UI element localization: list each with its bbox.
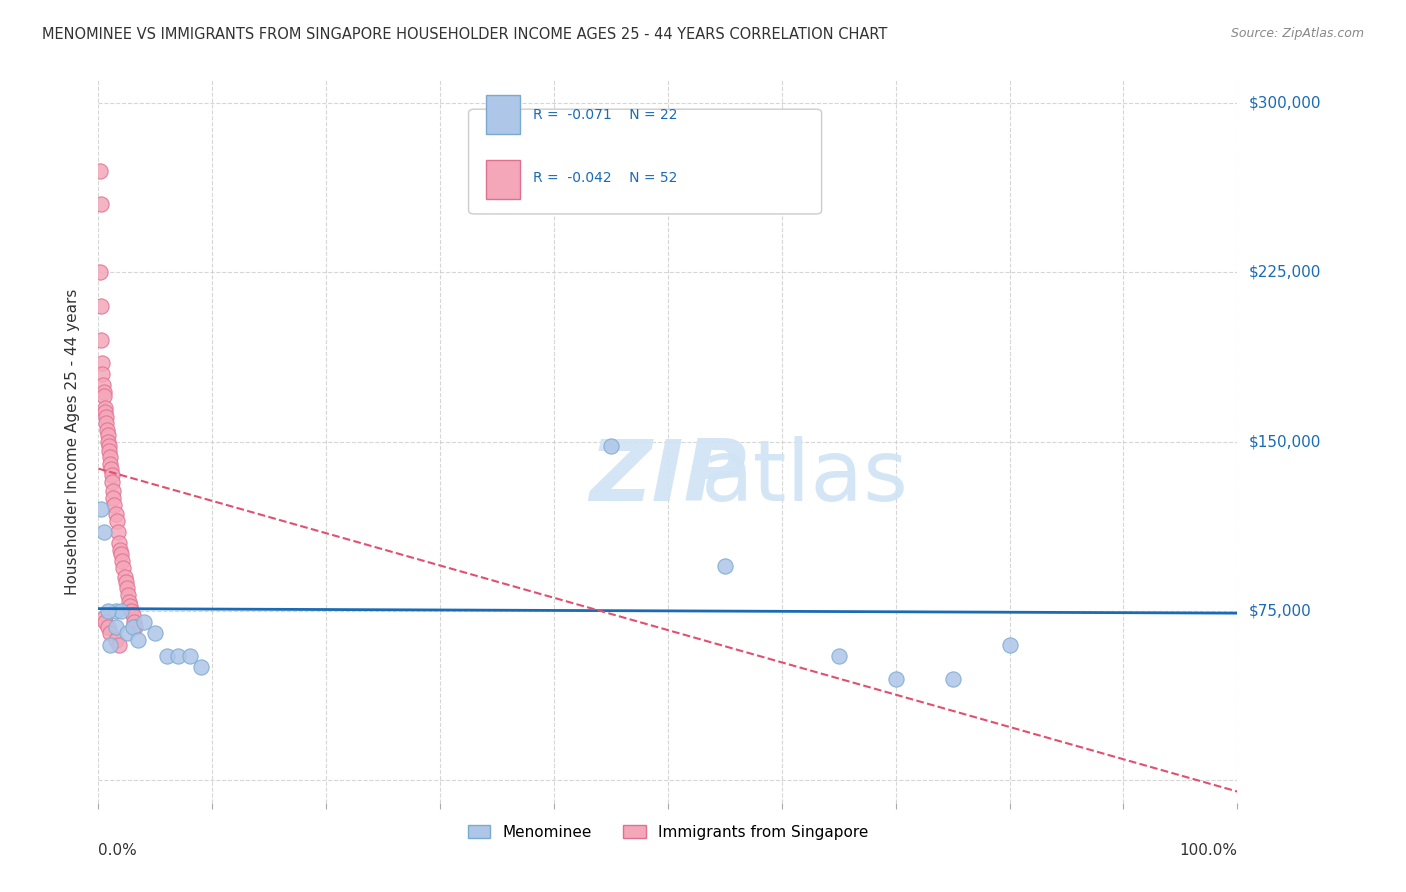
- Point: [94, 615, 117, 630]
- Point: [97, 434, 120, 449]
- Point: [94, 409, 117, 424]
- Point: [93, 610, 115, 624]
- Point: [90, 333, 112, 347]
- Point: [122, 615, 145, 630]
- Bar: [485, 160, 520, 200]
- Point: [96, 620, 118, 634]
- Point: [108, 536, 131, 550]
- Point: [942, 672, 965, 686]
- Point: [93, 401, 115, 415]
- Point: [93, 384, 115, 399]
- Point: [103, 498, 125, 512]
- Point: [91, 378, 114, 392]
- Point: [156, 648, 179, 663]
- Point: [108, 638, 131, 652]
- Point: [112, 561, 135, 575]
- Point: [89, 265, 111, 279]
- Point: [96, 417, 118, 431]
- Point: [93, 389, 115, 403]
- Point: [110, 604, 132, 618]
- Point: [115, 626, 138, 640]
- Text: $300,000: $300,000: [1249, 95, 1320, 111]
- Text: ZIP: ZIP: [589, 436, 747, 519]
- Legend: Menominee, Immigrants from Singapore: Menominee, Immigrants from Singapore: [461, 819, 875, 846]
- Point: [98, 443, 121, 458]
- Point: [100, 457, 122, 471]
- Text: Source: ZipAtlas.com: Source: ZipAtlas.com: [1230, 27, 1364, 40]
- Point: [90, 299, 112, 313]
- FancyBboxPatch shape: [468, 109, 821, 214]
- Point: [98, 638, 121, 652]
- Point: [100, 461, 122, 475]
- Text: 100.0%: 100.0%: [1180, 843, 1237, 857]
- Point: [114, 570, 136, 584]
- Point: [96, 427, 118, 442]
- Point: [90, 502, 112, 516]
- Point: [90, 355, 112, 369]
- Point: [98, 626, 121, 640]
- Point: [90, 197, 112, 211]
- Point: [111, 554, 134, 568]
- Point: [96, 423, 118, 437]
- Text: $75,000: $75,000: [1249, 603, 1312, 618]
- Point: [97, 439, 120, 453]
- Point: [117, 588, 139, 602]
- Point: [104, 620, 127, 634]
- Point: [104, 507, 127, 521]
- Point: [114, 574, 136, 589]
- Point: [145, 626, 167, 640]
- Point: [103, 491, 125, 505]
- Point: [121, 620, 143, 634]
- Text: atlas: atlas: [700, 436, 908, 519]
- Point: [600, 439, 623, 453]
- Text: R =  -0.071    N = 22: R = -0.071 N = 22: [533, 108, 678, 122]
- Point: [100, 468, 122, 483]
- Point: [101, 484, 124, 499]
- Point: [124, 620, 146, 634]
- Point: [105, 514, 128, 528]
- Point: [96, 604, 118, 618]
- Point: [118, 595, 141, 609]
- Point: [127, 633, 149, 648]
- Point: [190, 660, 212, 674]
- Text: $150,000: $150,000: [1249, 434, 1320, 449]
- Point: [167, 648, 190, 663]
- Point: [91, 367, 114, 381]
- Bar: [485, 95, 520, 135]
- Y-axis label: Householder Income Ages 25 - 44 years: Householder Income Ages 25 - 44 years: [65, 288, 80, 595]
- Text: $225,000: $225,000: [1249, 265, 1320, 280]
- Point: [98, 450, 121, 465]
- Point: [104, 604, 127, 618]
- Point: [101, 475, 124, 490]
- Point: [107, 524, 129, 539]
- Point: [714, 558, 737, 573]
- Point: [884, 672, 907, 686]
- Point: [998, 638, 1021, 652]
- Point: [120, 604, 142, 618]
- Point: [179, 648, 201, 663]
- Point: [828, 648, 851, 663]
- Point: [104, 633, 127, 648]
- Text: R =  -0.042    N = 52: R = -0.042 N = 52: [533, 171, 678, 185]
- Point: [110, 548, 132, 562]
- Point: [115, 582, 138, 596]
- Point: [132, 615, 155, 630]
- Text: MENOMINEE VS IMMIGRANTS FROM SINGAPORE HOUSEHOLDER INCOME AGES 25 - 44 YEARS COR: MENOMINEE VS IMMIGRANTS FROM SINGAPORE H…: [42, 27, 887, 42]
- Point: [108, 542, 131, 557]
- Point: [94, 405, 117, 419]
- Point: [120, 599, 142, 614]
- Text: 0.0%: 0.0%: [98, 843, 138, 857]
- Point: [89, 163, 111, 178]
- Point: [121, 608, 143, 623]
- Point: [93, 524, 115, 539]
